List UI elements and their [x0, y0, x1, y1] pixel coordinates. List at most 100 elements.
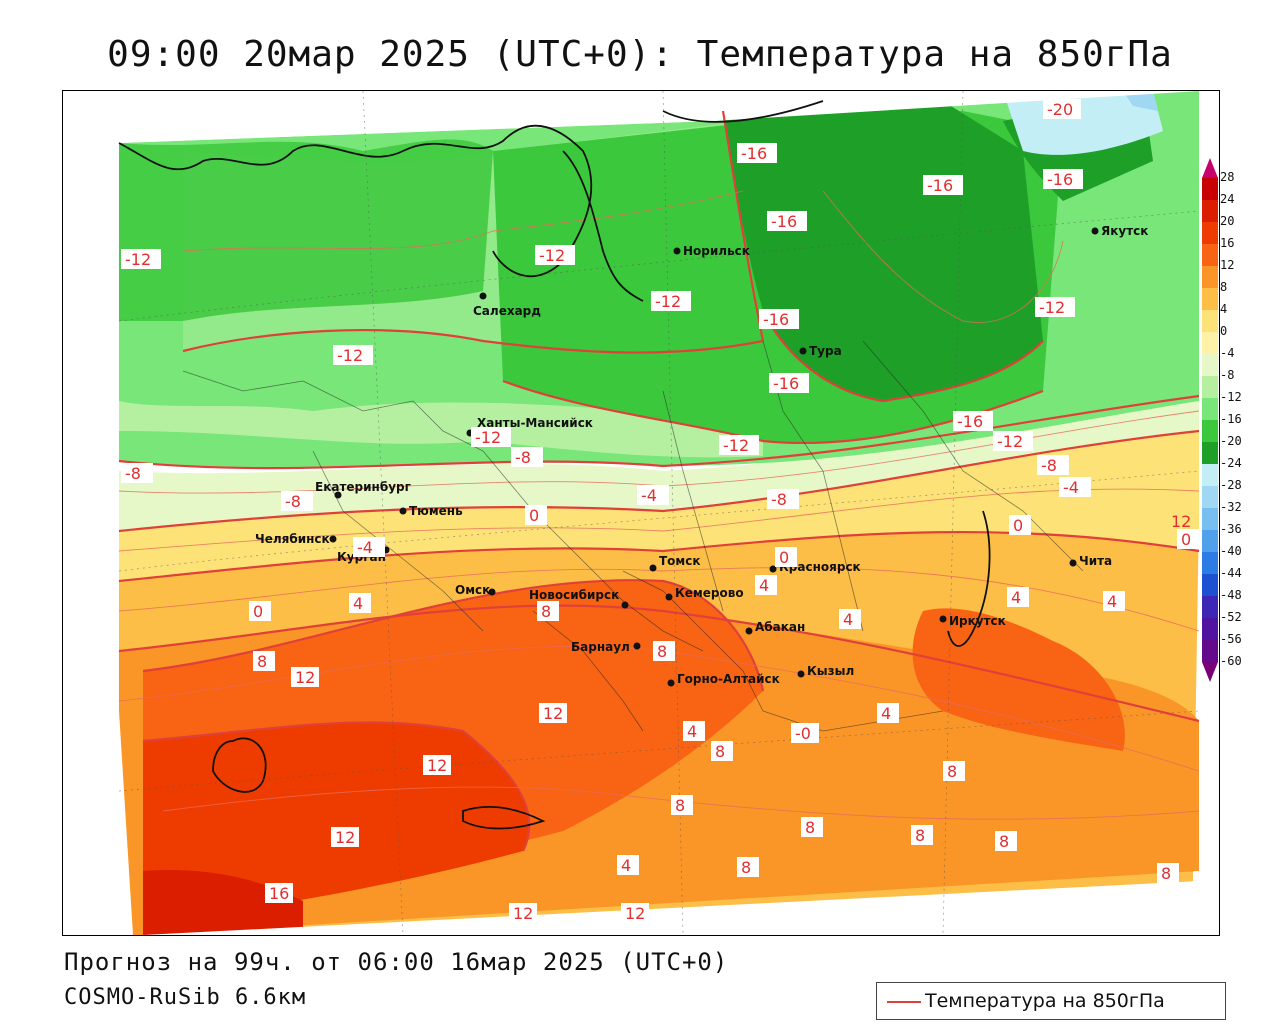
svg-text:8: 8 — [657, 642, 667, 661]
scale-swatch — [1202, 332, 1218, 354]
contour-label: -12 — [993, 431, 1033, 451]
svg-text:-16: -16 — [771, 212, 797, 231]
svg-text:-20: -20 — [1047, 100, 1073, 119]
contour-label: 0 — [249, 601, 271, 621]
city-salekhard: Салехард — [473, 292, 541, 318]
svg-text:12: 12 — [625, 904, 645, 923]
svg-text:-4: -4 — [641, 486, 657, 505]
scale-swatch — [1202, 508, 1218, 530]
svg-text:-16: -16 — [1047, 170, 1073, 189]
scale-tick-label: 4 — [1220, 302, 1228, 316]
scale-tick-label: -36 — [1220, 522, 1242, 536]
contour-label: -12 — [471, 427, 511, 447]
map-canvas: Норильск Якутск Салехард Тура Ханты-Манс… — [63, 91, 1219, 935]
svg-text:16: 16 — [269, 884, 289, 903]
scale-swatch — [1202, 552, 1218, 574]
contour-label: 8 — [537, 601, 559, 621]
svg-text:12: 12 — [427, 756, 447, 775]
scale-swatch — [1202, 222, 1218, 244]
svg-text:-8: -8 — [285, 492, 301, 511]
legend-label: Температура на 850гПа — [925, 990, 1165, 1012]
outside-domain-nw — [63, 91, 1199, 143]
color-scale — [1200, 158, 1220, 688]
scale-tick-label: 28 — [1220, 170, 1235, 184]
outside-domain-w — [63, 91, 133, 935]
city-gorno-altaysk: Горно-Алтайск — [667, 672, 780, 687]
scale-swatch — [1202, 354, 1218, 376]
band-red — [143, 870, 303, 935]
scale-swatch — [1202, 618, 1218, 640]
contour-label: -4 — [353, 537, 385, 557]
svg-text:-16: -16 — [741, 144, 767, 163]
svg-text:Омск: Омск — [455, 583, 490, 597]
contour-label: -12 — [651, 291, 691, 311]
svg-text:Чита: Чита — [1079, 554, 1112, 568]
svg-text:12: 12 — [513, 904, 533, 923]
contour-label: 8 — [653, 641, 675, 661]
city-abakan: Абакан — [745, 620, 805, 635]
contour-label: -8 — [1037, 455, 1069, 475]
svg-text:0: 0 — [1013, 516, 1023, 535]
svg-text:Норильск: Норильск — [683, 244, 750, 258]
svg-text:Томск: Томск — [659, 554, 701, 568]
scale-tick-label: -12 — [1220, 390, 1242, 404]
scale-swatch — [1202, 310, 1218, 332]
svg-text:0: 0 — [253, 602, 263, 621]
legend: Температура на 850гПа — [876, 982, 1226, 1020]
svg-text:4: 4 — [621, 856, 631, 875]
contour-label: 0 — [525, 505, 547, 525]
svg-text:Абакан: Абакан — [755, 620, 805, 634]
svg-text:8: 8 — [257, 652, 267, 671]
scale-swatch — [1202, 420, 1218, 442]
city-omsk: Омск — [455, 583, 496, 597]
contour-label: 4 — [839, 609, 861, 629]
scale-swatch — [1202, 288, 1218, 310]
contour-label: 12 — [291, 667, 319, 687]
scale-tick-label: -60 — [1220, 654, 1242, 668]
scale-swatch — [1202, 178, 1218, 200]
svg-text:0: 0 — [779, 548, 789, 567]
city-tura: Тура — [799, 344, 842, 358]
svg-text:Иркутск: Иркутск — [949, 614, 1006, 628]
contour-label: -16 — [767, 211, 807, 231]
contour-label: 4 — [683, 721, 705, 741]
contour-label: -16 — [759, 309, 799, 329]
svg-text:4: 4 — [881, 704, 891, 723]
svg-text:-8: -8 — [515, 448, 531, 467]
scale-swatch — [1202, 398, 1218, 420]
svg-text:Ханты-Мансийск: Ханты-Мансийск — [477, 416, 593, 430]
contour-label: -8 — [121, 463, 153, 483]
svg-text:-12: -12 — [997, 432, 1023, 451]
svg-text:12: 12 — [1171, 512, 1191, 531]
svg-text:8: 8 — [805, 818, 815, 837]
city-irkutsk: Иркутск — [939, 614, 1006, 628]
svg-text:4: 4 — [1107, 592, 1117, 611]
contour-label: 4 — [877, 703, 899, 723]
svg-text:-16: -16 — [763, 310, 789, 329]
city-krasnoyarsk: Красноярск — [769, 560, 861, 574]
svg-text:Тура: Тура — [809, 344, 842, 358]
scale-tick-label: -28 — [1220, 478, 1242, 492]
contour-label: 8 — [671, 795, 693, 815]
city-chita: Чита — [1069, 554, 1112, 568]
svg-text:0: 0 — [529, 506, 539, 525]
svg-text:4: 4 — [1011, 588, 1021, 607]
scale-swatch — [1202, 200, 1218, 222]
scale-tick-label: 20 — [1220, 214, 1235, 228]
contour-label: 8 — [711, 741, 733, 761]
scale-swatch — [1202, 244, 1218, 266]
scale-tick-label: -56 — [1220, 632, 1242, 646]
svg-text:Кемерово: Кемерово — [675, 586, 744, 600]
svg-text:8: 8 — [1161, 864, 1171, 883]
map-title: 09:00 20мар 2025 (UTC+0): Температура на… — [107, 34, 1173, 75]
scale-tick-label: 8 — [1220, 280, 1228, 294]
city-kyzyl: Кызыл — [797, 664, 854, 678]
scale-swatch — [1202, 266, 1218, 288]
city-novosibirsk: Новосибирск — [529, 588, 629, 609]
contour-label: 12 — [509, 903, 537, 923]
city-markers: Норильск Якутск Салехард Тура Ханты-Манс… — [255, 224, 1148, 687]
svg-text:8: 8 — [915, 826, 925, 845]
svg-text:12: 12 — [335, 828, 355, 847]
scale-tick-label: -52 — [1220, 610, 1242, 624]
scale-tick-label: 12 — [1220, 258, 1235, 272]
